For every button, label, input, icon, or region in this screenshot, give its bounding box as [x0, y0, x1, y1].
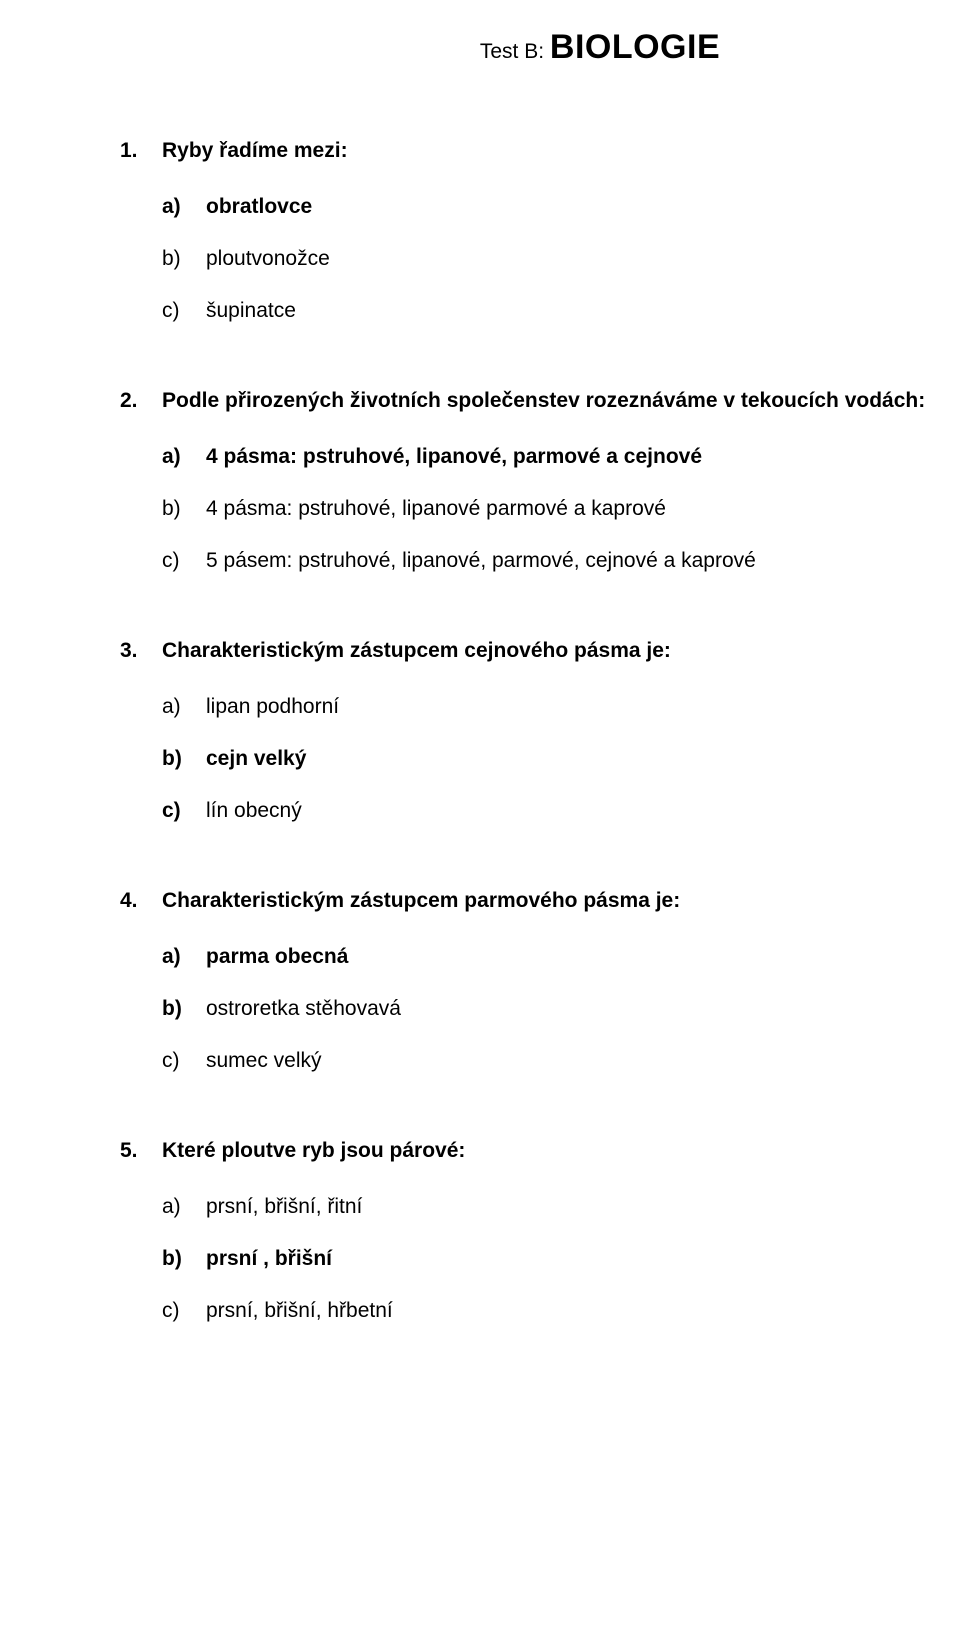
option-letter: c)	[162, 549, 206, 573]
options-list: a)lipan podhorní b)cejn velký c)lín obecný	[162, 695, 960, 823]
question-number: 4.	[120, 889, 162, 913]
option-text: lipan podhorní	[206, 695, 339, 719]
option-text: obratlovce	[206, 195, 312, 219]
question-header: 4.Charakteristickým zástupcem parmového …	[120, 889, 960, 913]
option-text: sumec velký	[206, 1049, 322, 1073]
option-text: šupinatce	[206, 299, 296, 323]
question-text: Ryby řadíme mezi:	[162, 139, 348, 163]
option: a)lipan podhorní	[162, 695, 960, 719]
option: a)4 pásma: pstruhové, lipanové, parmové …	[162, 445, 960, 469]
option: a)obratlovce	[162, 195, 960, 219]
question-text: Charakteristickým zástupcem cejnového pá…	[162, 639, 671, 663]
question-number: 5.	[120, 1139, 162, 1163]
option-letter: c)	[162, 299, 206, 323]
option-letter: b)	[162, 497, 206, 521]
question: 3.Charakteristickým zástupcem cejnového …	[120, 639, 960, 823]
option-letter: a)	[162, 195, 206, 219]
option: a)parma obecná	[162, 945, 960, 969]
options-list: a)parma obecná b)ostroretka stěhovavá c)su…	[162, 945, 960, 1073]
question: 5.Které ploutve ryb jsou párové:a)prsní,…	[120, 1139, 960, 1323]
question: 1.Ryby řadíme mezi: a)obratlovce b)ploutvo…	[120, 139, 960, 323]
option-letter: b)	[162, 1247, 206, 1271]
title-prefix: Test B:	[480, 40, 550, 63]
options-list: a)prsní, břišní, řitní b)prsní , břišní c)…	[162, 1195, 960, 1323]
question-number: 3.	[120, 639, 162, 663]
option: c)lín obecný	[162, 799, 960, 823]
option-text: 5 pásem: pstruhové, lipanové, parmové, c…	[206, 549, 756, 573]
option: b)prsní , břišní	[162, 1247, 960, 1271]
option-text: ploutvonožce	[206, 247, 330, 271]
questions-container: 1.Ryby řadíme mezi:a)obratlovceb)ploutvo…	[120, 139, 960, 1323]
question-number: 2.	[120, 389, 162, 413]
option: c)šupinatce	[162, 299, 960, 323]
option-letter: c)	[162, 799, 206, 823]
option-text: parma obecná	[206, 945, 348, 969]
option-letter: a)	[162, 695, 206, 719]
option-letter: b)	[162, 997, 206, 1021]
question-text: Podle přirozených životních společenstev…	[162, 389, 925, 413]
option: b)ploutvonožce	[162, 247, 960, 271]
option-letter: c)	[162, 1049, 206, 1073]
question: 4.Charakteristickým zástupcem parmového …	[120, 889, 960, 1073]
option-text: 4 pásma: pstruhové, lipanové parmové a k…	[206, 497, 666, 521]
question: 2.Podle přirozených životních společenst…	[120, 389, 960, 573]
question-number: 1.	[120, 139, 162, 163]
option-letter: a)	[162, 945, 206, 969]
document-title: Test B: BIOLOGIE	[120, 28, 960, 67]
option: c)prsní, břišní, hřbetní	[162, 1299, 960, 1323]
question-text: Které ploutve ryb jsou párové:	[162, 1139, 465, 1163]
option: b)ostroretka stěhovavá	[162, 997, 960, 1021]
option: c)sumec velký	[162, 1049, 960, 1073]
question-header: 1.Ryby řadíme mezi:	[120, 139, 960, 163]
question-header: 5.Které ploutve ryb jsou párové:	[120, 1139, 960, 1163]
option-text: prsní, břišní, hřbetní	[206, 1299, 393, 1323]
option-text: prsní, břišní, řitní	[206, 1195, 362, 1219]
question-text: Charakteristickým zástupcem parmového pá…	[162, 889, 680, 913]
option-text: 4 pásma: pstruhové, lipanové, parmové a …	[206, 445, 702, 469]
option-letter: c)	[162, 1299, 206, 1323]
option-text: ostroretka stěhovavá	[206, 997, 401, 1021]
option: a)prsní, břišní, řitní	[162, 1195, 960, 1219]
option-text: cejn velký	[206, 747, 306, 771]
question-header: 3.Charakteristickým zástupcem cejnového …	[120, 639, 960, 663]
option-text: prsní , břišní	[206, 1247, 332, 1271]
option-letter: b)	[162, 247, 206, 271]
option: c)5 pásem: pstruhové, lipanové, parmové,…	[162, 549, 960, 573]
title-main: BIOLOGIE	[550, 28, 720, 66]
option-letter: a)	[162, 1195, 206, 1219]
option: b)4 pásma: pstruhové, lipanové parmové a…	[162, 497, 960, 521]
question-header: 2.Podle přirozených životních společenst…	[120, 389, 960, 413]
options-list: a)obratlovce b)ploutvonožce c)šupinatce	[162, 195, 960, 323]
options-list: a)4 pásma: pstruhové, lipanové, parmové …	[162, 445, 960, 573]
option-text: lín obecný	[206, 799, 302, 823]
option-letter: b)	[162, 747, 206, 771]
option-letter: a)	[162, 445, 206, 469]
option: b)cejn velký	[162, 747, 960, 771]
